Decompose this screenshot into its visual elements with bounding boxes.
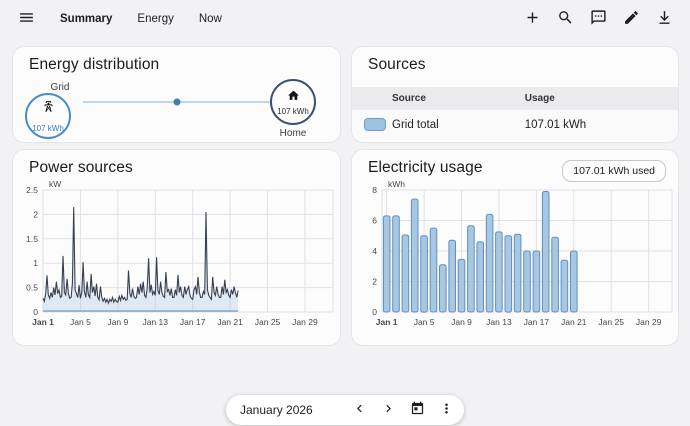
toolbar-actions [520,7,676,31]
svg-text:Jan 1: Jan 1 [32,317,54,327]
electricity-usage-chart[interactable]: 0 2 4 6 8 Jan 1 Jan 5 Jan 9 Jan 13 Jan 17 Jan 21 Ja… [356,180,677,332]
svg-text:Jan 1: Jan 1 [376,317,398,327]
period-selector: January 2026 [226,395,464,425]
menu-button[interactable] [14,7,38,31]
plus-icon [524,9,541,29]
svg-text:Jan 13: Jan 13 [142,317,168,327]
kebab-menu-icon [439,401,454,419]
card-title: Sources [352,47,678,74]
home-icon [287,89,300,107]
next-period-button[interactable] [376,398,400,422]
pencil-icon [623,9,640,29]
total-usage-badge: 107.01 kWh used [562,160,666,182]
grid-circle: 107 kWh [25,93,71,139]
energy-dashboard: Summary Energy Now Energy distribution 1… [0,0,690,426]
energy-distribution-card: Energy distribution 107 kWh Grid 107 kWh… [12,46,341,143]
flow-connector [83,101,270,103]
svg-text:Jan 17: Jan 17 [180,317,206,327]
home-label: Home [280,128,307,139]
chevron-left-icon [352,401,367,419]
source-usage: 107.01 kWh [525,119,678,131]
tab-energy[interactable]: Energy [131,9,179,29]
svg-text:6: 6 [372,216,377,226]
energy-flow-diagram: 107 kWh Grid 107 kWh Home [13,74,340,139]
power-sources-card: Power sources 0 0.5 1 1.5 2 2.5 Jan 1 Jan 5 Jan … [12,149,341,346]
flow-dot [173,99,180,106]
svg-text:Jan 5: Jan 5 [70,317,91,327]
chevron-right-icon [381,401,396,419]
previous-period-button[interactable] [347,398,371,422]
pick-date-button[interactable] [405,398,429,422]
card-title: Power sources [13,150,340,177]
sources-table: Source Usage Grid total 107.01 kWh [352,87,678,139]
cards-grid: Energy distribution 107 kWh Grid 107 kWh… [12,46,679,346]
svg-text:kW: kW [49,180,61,189]
svg-text:2: 2 [372,277,377,287]
svg-text:Jan 25: Jan 25 [255,317,281,327]
electricity-usage-card: Electricity usage 107.01 kWh used 02468J… [351,149,679,346]
svg-text:Jan 5: Jan 5 [414,317,435,327]
calendar-today-icon [410,401,425,419]
svg-text:0.5: 0.5 [26,283,38,293]
edit-button[interactable] [619,7,643,31]
tab-summary[interactable]: Summary [54,9,118,29]
power-sources-chart[interactable]: 0 0.5 1 1.5 2 2.5 Jan 1 Jan 5 Jan 9 Jan 13 Jan 17 J… [17,180,338,332]
svg-text:Jan 21: Jan 21 [217,317,243,327]
search-icon [557,9,574,29]
grid-node: 107 kWh Grid [37,79,83,93]
sources-card: Sources Source Usage Grid total 107.01 k… [351,46,679,143]
sources-table-header: Source Usage [352,87,678,110]
view-tabs: Summary Energy Now [54,9,228,29]
svg-text:2: 2 [33,209,38,219]
card-title: Energy distribution [13,47,340,74]
svg-text:Jan 21: Jan 21 [561,317,587,327]
svg-text:Jan 17: Jan 17 [524,317,550,327]
svg-text:4: 4 [372,246,377,256]
period-label: January 2026 [240,403,313,417]
home-node: 107 kWh Home [270,79,316,139]
grid-value: 107 kWh [32,124,64,133]
column-usage: Usage [525,93,678,104]
add-button[interactable] [520,7,544,31]
svg-text:0: 0 [33,307,38,317]
transmission-tower-icon [42,100,55,118]
search-button[interactable] [553,7,577,31]
assist-button[interactable] [586,7,610,31]
grid-label: Grid [51,82,70,93]
home-circle: 107 kWh [270,79,316,125]
svg-text:Jan 29: Jan 29 [636,317,662,327]
svg-text:Jan 9: Jan 9 [451,317,472,327]
svg-text:2.5: 2.5 [26,185,38,195]
download-button[interactable] [652,7,676,31]
svg-text:8: 8 [372,185,377,195]
download-icon [656,9,673,29]
grid-color-swatch [364,118,386,131]
svg-text:0: 0 [372,307,377,317]
svg-text:kWh: kWh [388,180,405,189]
svg-text:Jan 13: Jan 13 [486,317,512,327]
svg-text:Jan 9: Jan 9 [107,317,128,327]
source-name: Grid total [392,119,525,131]
tab-now[interactable]: Now [193,9,228,29]
svg-text:Jan 29: Jan 29 [292,317,318,327]
comment-processing-icon [590,9,607,29]
more-options-button[interactable] [434,398,458,422]
svg-text:Jan 25: Jan 25 [598,317,624,327]
svg-text:1: 1 [33,258,38,268]
svg-text:1.5: 1.5 [26,234,38,244]
column-source: Source [392,93,525,104]
table-row: Grid total 107.01 kWh [352,110,678,139]
hamburger-menu-icon [18,9,35,29]
top-app-bar: Summary Energy Now [0,0,690,38]
home-value: 107 kWh [277,107,309,116]
